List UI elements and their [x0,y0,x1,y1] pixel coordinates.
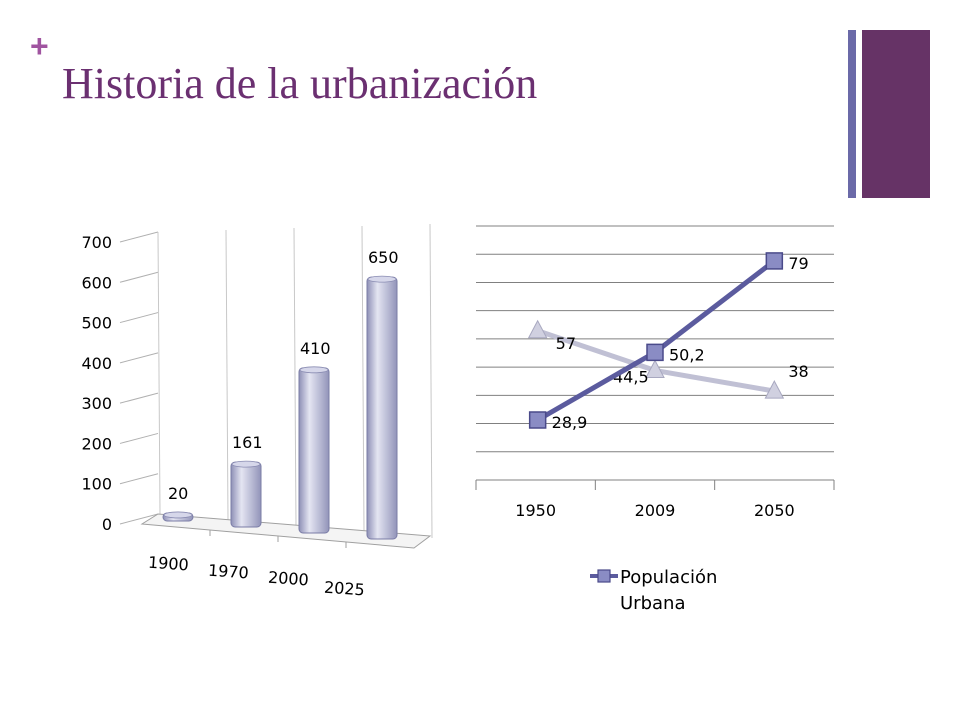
y-gridline [119,352,159,364]
bar-data-label: 410 [300,339,331,358]
point-data-label: 28,9 [552,413,588,432]
bar [162,511,194,522]
y-gridline [119,312,159,324]
bar-top [299,366,329,374]
x-category-label: 1900 [147,553,189,575]
point-data-label: 44,5 [613,367,649,386]
slide-title: Historia de la urbanización [62,59,538,108]
y-tick-label: 0 [102,515,112,534]
decorative-bar-thin [848,30,856,198]
data-point-square [646,343,664,362]
point-data-label: 38 [788,362,808,381]
x-gridline [157,231,161,515]
bar [366,275,398,540]
x-gridline [361,225,365,533]
x-category-label: 2025 [323,578,365,600]
y-tick-label: 300 [81,394,112,413]
bar-data-label: 161 [232,433,263,452]
x-category-label: 1950 [515,501,556,520]
y-gridline [119,271,159,283]
y-tick-label: 600 [81,273,112,292]
decorative-bar-wide [862,30,930,198]
y-gridline [119,231,159,243]
point-data-label: 57 [556,334,576,353]
point-data-label: 79 [788,254,808,273]
data-point-square [528,411,547,429]
data-point-triangle [527,319,548,339]
y-tick-label: 100 [81,475,112,494]
bar-top [367,275,397,283]
y-tick-label: 500 [81,314,112,333]
x-gridline [293,227,297,527]
bar-data-label: 650 [368,248,399,267]
bar-top [231,460,261,468]
x-category-label: 2050 [754,501,795,520]
y-gridline [119,392,159,404]
data-point-triangle [764,380,785,399]
y-tick-label: 200 [81,434,112,453]
x-category-label: 2009 [635,501,676,520]
bar-data-label: 20 [168,484,188,503]
legend-marker [597,569,611,583]
bar-top [163,511,193,519]
plus-mark: + [30,28,49,64]
point-data-label: 50,2 [669,345,705,364]
y-tick-label: 400 [81,354,112,373]
data-point-triangle [645,359,665,378]
series-2 [527,319,785,399]
legend: Populación Urbana [590,567,717,614]
bar [230,460,262,528]
x-gridline [429,223,433,539]
data-point-square [765,252,784,270]
x-category-label: 1970 [207,561,249,583]
y-gridline [119,473,159,485]
x-category-label: 2000 [267,568,309,590]
bar [298,366,330,534]
x-gridline [225,229,229,521]
legend-label: Populación Urbana [620,567,717,614]
y-tick-label: 700 [81,233,112,252]
chart-floor [140,513,432,549]
series-populacion-urbana [528,252,784,429]
y-gridline [119,513,159,525]
y-gridline [119,432,159,444]
